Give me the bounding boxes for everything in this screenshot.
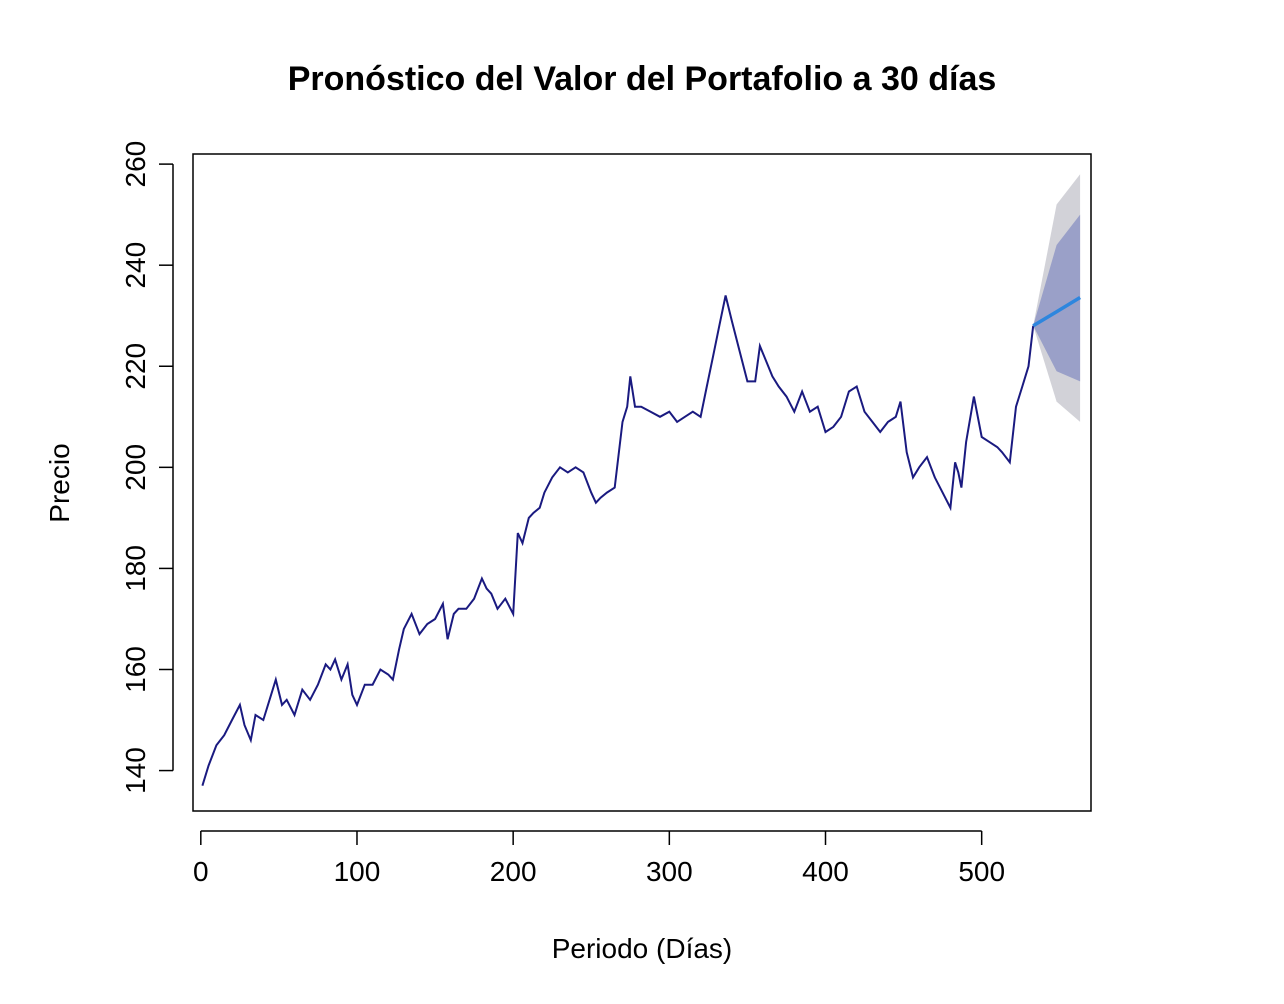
forecast-mean-line bbox=[1032, 296, 1082, 328]
y-tick-label: 240 bbox=[120, 242, 151, 289]
x-tick-label: 0 bbox=[193, 856, 209, 887]
y-axis-label: Precio bbox=[44, 443, 75, 522]
x-tick-label: 100 bbox=[334, 856, 381, 887]
y-tick-label: 260 bbox=[120, 141, 151, 188]
plot-frame bbox=[192, 153, 1092, 812]
x-tick-label: 300 bbox=[646, 856, 693, 887]
y-tick-label: 200 bbox=[120, 444, 151, 491]
y-tick-label: 140 bbox=[120, 747, 151, 794]
x-axis: 0 100 200 300 400 500 bbox=[193, 830, 1005, 887]
y-tick-label: 220 bbox=[120, 343, 151, 390]
y-tick-label: 160 bbox=[120, 646, 151, 693]
forecast-band-80 bbox=[1033, 214, 1081, 382]
x-tick-label: 400 bbox=[802, 856, 849, 887]
x-tick-label: 200 bbox=[490, 856, 537, 887]
x-tick-label: 500 bbox=[958, 856, 1005, 887]
y-axis: 140 160 180 200 220 240 260 bbox=[120, 141, 174, 794]
chart-title: Pronóstico del Valor del Portafolio a 30… bbox=[288, 60, 997, 98]
history-price-line bbox=[201, 295, 1035, 786]
plot-area bbox=[201, 174, 1082, 786]
y-tick-label: 180 bbox=[120, 545, 151, 592]
x-axis-label: Periodo (Días) bbox=[552, 933, 733, 964]
